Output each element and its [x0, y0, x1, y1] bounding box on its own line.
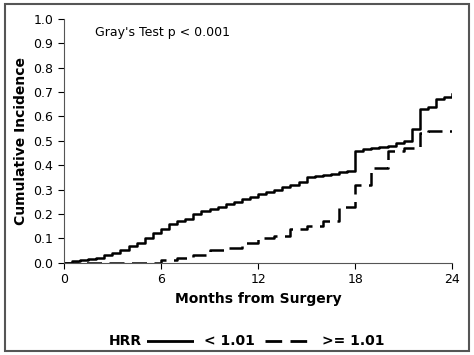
Text: HRR: HRR — [109, 334, 142, 348]
X-axis label: Months from Surgery: Months from Surgery — [175, 291, 341, 306]
Text: >= 1.01: >= 1.01 — [322, 334, 385, 348]
Text: Gray's Test p < 0.001: Gray's Test p < 0.001 — [95, 26, 230, 39]
Text: < 1.01: < 1.01 — [204, 334, 255, 348]
Y-axis label: Cumulative Incidence: Cumulative Incidence — [14, 57, 28, 225]
